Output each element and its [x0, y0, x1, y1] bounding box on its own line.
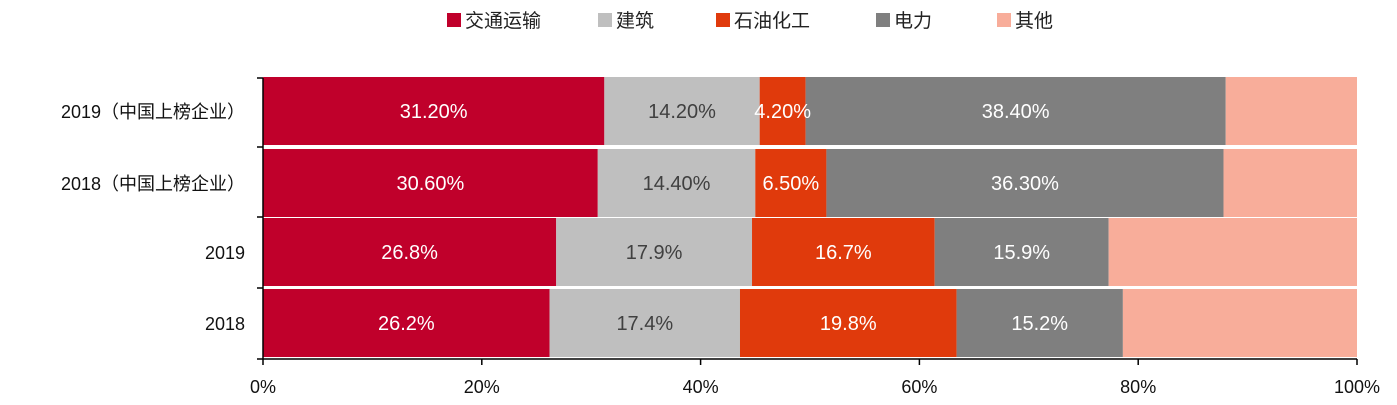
bars — [263, 77, 1357, 357]
x-axis: 0% 20% 40% 60% 80% 100% — [250, 358, 1380, 397]
bar-segment — [805, 77, 1226, 145]
bar-segment — [739, 289, 957, 357]
legend-swatch — [876, 13, 890, 27]
legend: 交通运输 建筑 石油化工 电力 其他 — [447, 10, 1053, 32]
category-label: 2018 — [205, 314, 245, 334]
bar-segment — [826, 149, 1224, 217]
category-label: 2018（中国上榜企业） — [61, 174, 245, 194]
bar-segment — [549, 289, 740, 357]
bar-segment — [1108, 218, 1357, 286]
bar-segment — [263, 77, 605, 145]
bar-segment — [752, 218, 935, 286]
x-tick-label: 80% — [1120, 377, 1156, 397]
bar-segment — [597, 149, 756, 217]
data-label: 36.30% — [991, 173, 1059, 195]
bar-segment — [263, 218, 557, 286]
legend-label: 电力 — [894, 10, 932, 32]
legend-item-2: 石油化工 — [716, 10, 810, 32]
legend-item-4: 其他 — [997, 10, 1053, 32]
bar-segment — [604, 77, 760, 145]
data-label: 26.2% — [378, 313, 435, 335]
x-tick-label: 100% — [1334, 377, 1380, 397]
data-label: 14.20% — [648, 101, 716, 123]
bar-labels: 31.20% 14.20% 4.20% 38.40% 30.60% 14.40% 6.50%… — [378, 101, 1068, 335]
data-label: 26.8% — [381, 242, 438, 264]
legend-item-0: 交通运输 — [447, 10, 541, 32]
data-label: 19.8% — [820, 313, 877, 335]
x-tick-label: 60% — [901, 377, 937, 397]
x-tick-label: 20% — [464, 377, 500, 397]
legend-label: 石油化工 — [734, 10, 810, 32]
legend-swatch — [716, 13, 730, 27]
bar-segment — [263, 289, 550, 357]
data-label: 17.4% — [616, 313, 673, 335]
data-label: 38.40% — [982, 101, 1050, 123]
category-label: 2019（中国上榜企业） — [61, 102, 245, 122]
x-tick-label: 0% — [250, 377, 276, 397]
legend-swatch — [598, 13, 612, 27]
data-label: 15.2% — [1011, 313, 1068, 335]
legend-label: 其他 — [1015, 10, 1053, 32]
bar-segment — [1223, 149, 1357, 217]
data-label: 15.9% — [993, 242, 1050, 264]
category-axis: 2019（中国上榜企业） 2018（中国上榜企业） 2019 2018 — [61, 77, 264, 360]
bar-segment — [263, 149, 598, 217]
bar-segment — [556, 218, 753, 286]
bar-segment — [755, 149, 827, 217]
data-label: 31.20% — [400, 101, 468, 123]
bar-segment — [934, 218, 1109, 286]
legend-label: 交通运输 — [465, 10, 541, 32]
data-label: 6.50% — [762, 173, 819, 195]
data-label: 4.20% — [754, 101, 811, 123]
data-label: 16.7% — [815, 242, 872, 264]
legend-swatch — [997, 13, 1011, 27]
data-label: 14.40% — [643, 173, 711, 195]
data-label: 17.9% — [626, 242, 683, 264]
bar-segment — [956, 289, 1123, 357]
legend-swatch — [447, 13, 461, 27]
bar-segment — [1122, 289, 1357, 357]
bar-segment — [759, 77, 806, 145]
x-tick-label: 40% — [683, 377, 719, 397]
bar-segment — [1225, 77, 1357, 145]
category-label: 2019 — [205, 243, 245, 263]
legend-item-3: 电力 — [876, 10, 932, 32]
data-label: 30.60% — [396, 173, 464, 195]
legend-label: 建筑 — [616, 10, 654, 32]
legend-item-1: 建筑 — [598, 10, 654, 32]
